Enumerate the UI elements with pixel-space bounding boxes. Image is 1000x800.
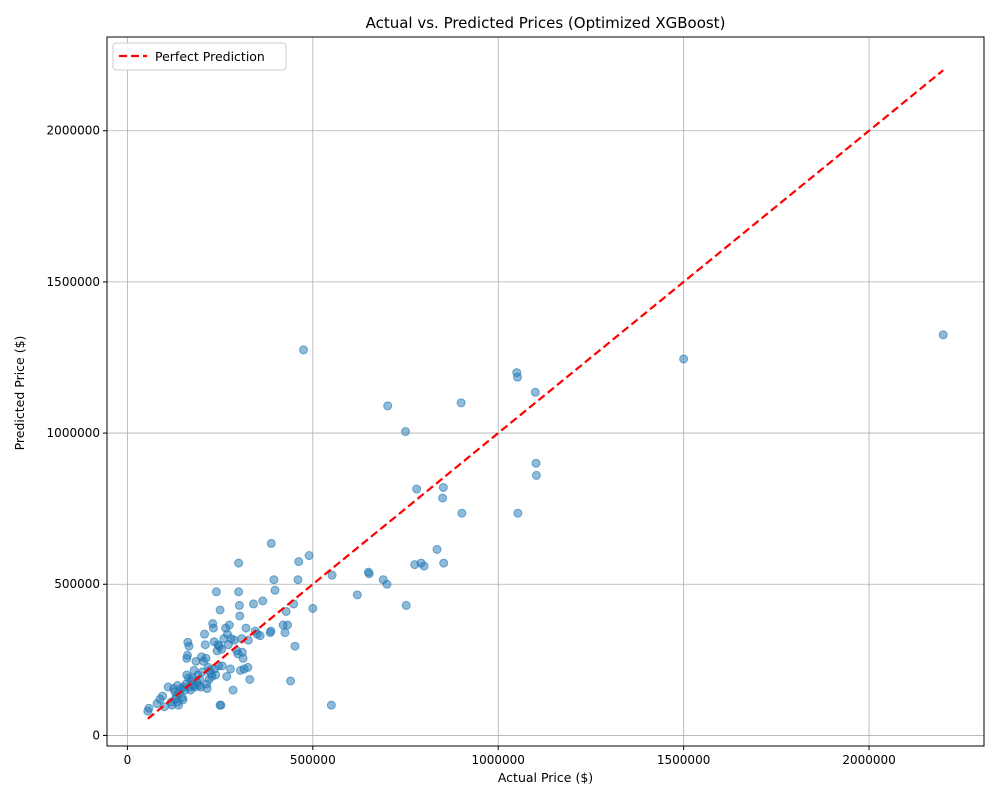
data-point [383,401,393,411]
y-tick-label: 1500000 [47,275,100,289]
legend-box [112,42,287,71]
legend: Perfect Prediction [112,42,287,71]
data-point [438,493,448,503]
data-point [513,372,523,382]
data-point [290,641,300,651]
plot-frame [106,36,985,747]
data-point [216,700,226,710]
data-point [299,345,309,355]
data-point [217,661,227,671]
x-tick-label: 1000000 [471,753,524,767]
data-point [202,684,212,694]
data-point [382,579,392,589]
data-point [352,590,362,600]
data-point [327,570,337,580]
y-tick-label: 1000000 [47,426,100,440]
data-point [224,620,234,630]
y-tick-label: 500000 [54,577,100,591]
data-point [200,640,210,650]
data-point [457,508,467,518]
data-point [178,695,188,705]
data-point [245,674,255,684]
x-tick-label: 2000000 [842,753,895,767]
data-point [258,596,268,606]
data-point [294,557,304,567]
data-point [255,631,265,641]
data-point [270,585,280,595]
data-point [211,587,221,597]
data-point [364,569,374,579]
data-point [280,628,290,638]
data-point [158,691,168,701]
data-point [184,641,194,651]
data-point [217,644,227,654]
data-point [229,635,239,645]
x-axis-ticks: 0 500000 1000000 1500000 2000000 [124,746,896,767]
data-point [531,458,541,468]
data-point [419,561,429,571]
data-point [286,676,296,686]
data-point [241,623,251,633]
data-point [401,427,411,437]
data-point [456,398,466,408]
legend-label: Perfect Prediction [155,49,265,64]
data-point [238,653,248,663]
perfect-prediction-line [147,69,944,720]
chart-title: Actual vs. Predicted Prices (Optimized X… [366,14,726,32]
grid [107,37,984,746]
data-point [281,606,291,616]
data-point [228,685,238,695]
data-point [266,538,276,548]
data-point [266,626,276,636]
data-point [283,620,293,630]
y-axis-label: Predicted Price ($) [12,336,27,451]
data-point [513,508,523,518]
x-tick-label: 500000 [290,753,336,767]
data-point [248,599,258,609]
data-point [326,700,336,710]
data-point [304,551,314,561]
y-tick-label: 0 [92,728,100,742]
x-tick-label: 0 [124,753,132,767]
data-point [222,671,232,681]
data-point [401,600,411,610]
y-tick-label: 2000000 [47,124,100,138]
data-point [234,558,244,568]
data-point [938,330,948,340]
data-point [530,387,540,397]
data-point [679,354,689,364]
data-point [225,664,235,674]
x-axis-label: Actual Price ($) [498,770,593,785]
data-point [243,662,253,672]
data-point [531,470,541,480]
data-points [143,330,948,716]
data-point [215,605,225,615]
data-point [412,484,422,494]
data-point [144,703,154,713]
data-point [208,623,218,633]
data-point [200,629,210,639]
data-point [432,544,442,554]
data-point [235,611,245,621]
x-tick-label: 1500000 [657,753,710,767]
data-point [439,558,449,568]
data-point [182,650,192,660]
data-point [234,587,244,597]
data-point [269,575,279,585]
y-axis-ticks: 0 500000 1000000 1500000 2000000 [47,124,107,742]
data-point [234,600,244,610]
data-point [211,670,221,680]
data-point [201,653,211,663]
data-point [293,575,303,585]
data-point [438,482,448,492]
data-point [308,603,318,613]
